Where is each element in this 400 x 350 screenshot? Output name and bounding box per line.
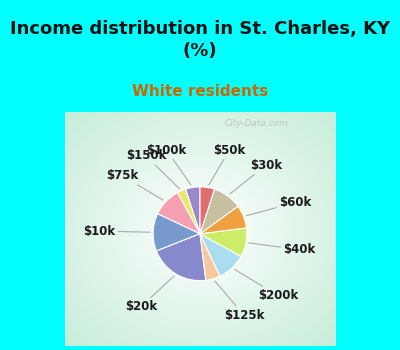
Text: City-Data.com: City-Data.com (224, 119, 288, 128)
Text: $60k: $60k (246, 196, 311, 216)
Text: $30k: $30k (230, 159, 282, 194)
Text: $75k: $75k (106, 169, 164, 200)
Wedge shape (200, 187, 214, 234)
Wedge shape (200, 234, 220, 280)
Text: $50k: $50k (209, 144, 246, 185)
Text: $200k: $200k (234, 270, 298, 302)
Wedge shape (186, 187, 200, 234)
Text: $40k: $40k (249, 243, 316, 256)
Text: $100k: $100k (146, 144, 191, 185)
Wedge shape (156, 234, 206, 281)
Text: Income distribution in St. Charles, KY
(%): Income distribution in St. Charles, KY (… (10, 20, 390, 60)
Wedge shape (200, 228, 247, 256)
Text: $20k: $20k (125, 276, 174, 313)
Wedge shape (158, 193, 200, 234)
Wedge shape (200, 189, 238, 234)
Wedge shape (200, 206, 246, 234)
Wedge shape (178, 189, 200, 234)
Wedge shape (200, 234, 241, 276)
Text: $150k: $150k (126, 149, 179, 189)
Wedge shape (153, 214, 200, 251)
Text: White residents: White residents (132, 84, 268, 99)
Text: $125k: $125k (215, 281, 264, 322)
Text: $10k: $10k (83, 225, 150, 238)
